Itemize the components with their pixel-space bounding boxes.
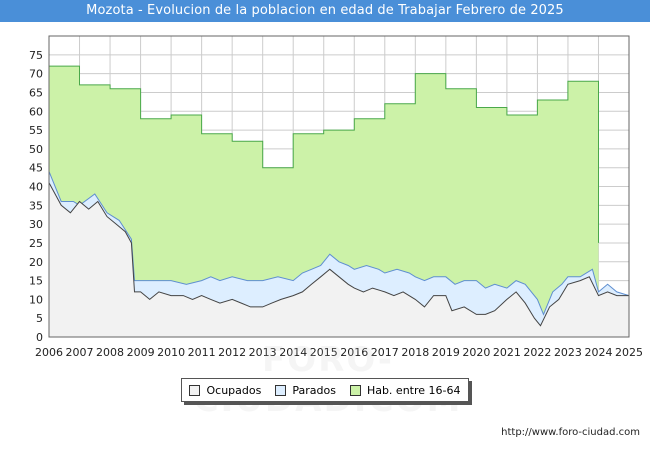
y-tick-label: 35 <box>29 199 43 212</box>
series-area-ocupados <box>49 182 629 337</box>
series-area-hab-entre-16-64 <box>49 66 599 337</box>
footer-url: http://www.foro-ciudad.com <box>501 427 640 438</box>
y-tick-label: 30 <box>29 218 43 231</box>
x-tick-label: 2021 <box>493 346 521 359</box>
x-tick-label: 2017 <box>371 346 399 359</box>
x-tick-label: 2020 <box>462 346 490 359</box>
legend-label-hab: Hab. entre 16-64 <box>366 383 461 397</box>
legend-label-parados: Parados <box>292 383 336 397</box>
legend-swatch-ocupados <box>189 384 201 396</box>
x-tick-label: 2011 <box>188 346 216 359</box>
y-tick-label: 60 <box>29 105 43 118</box>
x-tick-label: 2015 <box>310 346 338 359</box>
x-tick-label: 2008 <box>96 346 124 359</box>
x-tick-label: 2012 <box>218 346 246 359</box>
y-tick-label: 25 <box>29 237 43 250</box>
x-tick-label: 2023 <box>554 346 582 359</box>
x-tick-label: 2013 <box>249 346 277 359</box>
chart-title: Mozota - Evolucion de la poblacion en ed… <box>86 3 564 18</box>
y-tick-label: 65 <box>29 86 43 99</box>
y-tick-label: 45 <box>29 162 43 175</box>
series-line-ocupados <box>48 182 629 327</box>
x-tick-label: 2018 <box>401 346 429 359</box>
y-tick-label: 55 <box>29 124 43 137</box>
legend-label-ocupados: Ocupados <box>206 383 262 397</box>
y-tick-label: 40 <box>29 181 43 194</box>
y-tick-label: 15 <box>29 275 43 288</box>
x-tick-label: 2019 <box>432 346 460 359</box>
y-tick-label: 70 <box>29 68 43 81</box>
chart-title-bar: Mozota - Evolucion de la poblacion en ed… <box>0 0 650 22</box>
x-tick-label: 2016 <box>340 346 368 359</box>
x-tick-label: 2024 <box>584 346 612 359</box>
plot-frame <box>48 35 630 338</box>
legend-item-hab: Hab. entre 16-64 <box>349 383 461 397</box>
x-tick-label: 2022 <box>523 346 551 359</box>
series-area-parados <box>49 171 629 337</box>
series-line-hab-entre-16-64 <box>49 65 599 243</box>
y-tick-label: 5 <box>36 312 43 325</box>
x-tick-label: 2007 <box>66 346 94 359</box>
legend-item-parados: Parados <box>275 384 336 397</box>
y-tick-label: 20 <box>29 256 43 269</box>
series-line-parados <box>48 171 630 316</box>
x-tick-label: 2025 <box>615 346 643 359</box>
legend-swatch-parados <box>275 384 287 396</box>
x-tick-label: 2014 <box>279 346 307 359</box>
x-tick-label: 2010 <box>157 346 185 359</box>
y-tick-label: 50 <box>29 143 43 156</box>
chart-legend: Ocupados Parados Hab. entre 16-64 <box>181 378 469 402</box>
y-tick-label: 10 <box>29 293 43 306</box>
legend-swatch-hab <box>349 384 361 396</box>
legend-item-ocupados: Ocupados <box>189 384 261 397</box>
x-tick-label: 2006 <box>35 346 63 359</box>
y-tick-label: 75 <box>29 49 43 62</box>
y-tick-label: 0 <box>36 331 43 344</box>
x-tick-label: 2009 <box>127 346 155 359</box>
